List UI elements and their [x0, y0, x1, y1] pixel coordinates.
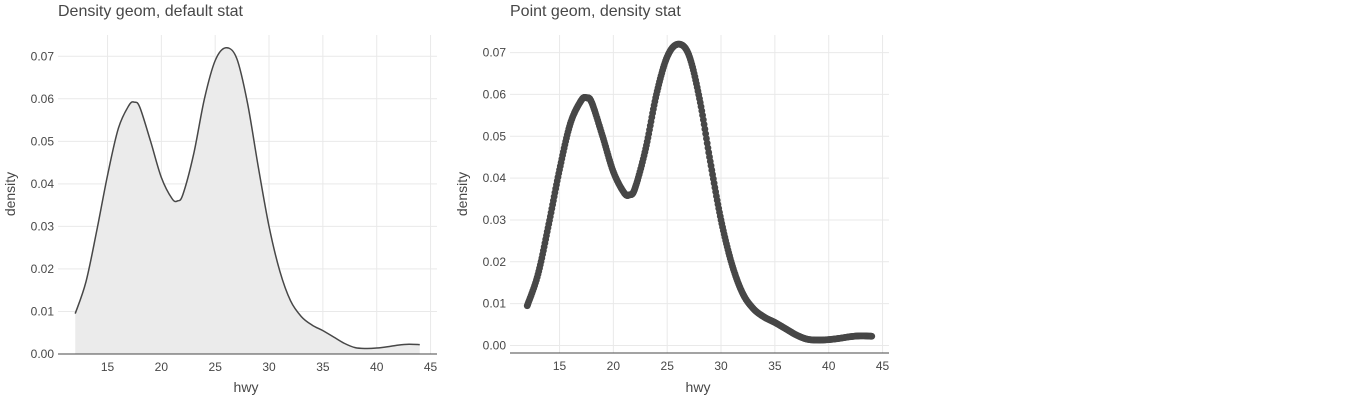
y-tick-label: 0.04 — [31, 177, 55, 191]
x-tick-label: 45 — [876, 359, 890, 373]
x-tick-label: 15 — [553, 359, 567, 373]
y-tick-label: 0.07 — [483, 46, 507, 60]
x-tick-label: 45 — [424, 360, 438, 374]
x-tick-label: 40 — [370, 360, 384, 374]
y-tick-label: 0.01 — [483, 297, 507, 311]
y-tick-label: 0.04 — [483, 171, 507, 185]
grid-lines — [510, 35, 889, 353]
y-tick-label: 0.01 — [31, 304, 55, 318]
x-tick-label: 20 — [607, 359, 621, 373]
x-tick-label: 25 — [209, 360, 223, 374]
y-tick-label: 0.03 — [483, 213, 507, 227]
y-tick-labels: 0.00 0.01 0.02 0.03 0.04 0.05 0.06 0.07 — [31, 49, 55, 361]
x-tick-labels: 15 20 25 30 35 40 45 — [553, 359, 890, 373]
density-point — [868, 332, 876, 340]
density-geom-plot: Density geom, default stat 0.00 0.01 0.02 0… — [0, 0, 450, 400]
density-points — [523, 40, 876, 344]
x-tick-label: 35 — [316, 360, 330, 374]
x-tick-label: 15 — [101, 360, 115, 374]
chart-title: Point geom, density stat — [510, 3, 681, 20]
x-tick-label: 25 — [661, 359, 675, 373]
y-tick-label: 0.05 — [483, 129, 507, 143]
y-tick-label: 0.07 — [31, 49, 55, 63]
x-tick-label: 30 — [714, 359, 728, 373]
density-geom-chart: Density geom, default stat 0.000.010.020… — [2, 3, 438, 395]
chart-title: Density geom, default stat — [58, 3, 244, 20]
y-tick-label: 0.02 — [483, 255, 507, 269]
y-axis-label: density — [2, 172, 18, 216]
y-tick-label: 0.05 — [31, 134, 55, 148]
x-axis-label: hwy — [234, 379, 259, 395]
x-tick-label: 35 — [768, 359, 782, 373]
y-tick-label: 0.00 — [31, 347, 55, 361]
point-geom-chart: Point geom, density stat 0.000.010.020.0… — [454, 3, 890, 395]
x-tick-label: 30 — [262, 360, 276, 374]
y-tick-label: 0.06 — [31, 92, 55, 106]
y-tick-label: 0.02 — [31, 262, 55, 276]
density-area — [75, 47, 420, 354]
x-tick-label: 40 — [822, 359, 836, 373]
x-tick-label: 20 — [155, 360, 169, 374]
density-line — [74, 46, 420, 350]
y-tick-label: 0.06 — [483, 87, 507, 101]
y-tick-labels: 0.00 0.01 0.02 0.03 0.04 0.05 0.06 0.07 — [483, 46, 507, 353]
y-tick-label: 0.00 — [483, 338, 507, 352]
y-tick-label: 0.03 — [31, 219, 55, 233]
point-geom-plot: Point geom, density stat 0.00 0.01 0.02 0.0… — [452, 0, 902, 400]
x-axis-label: hwy — [686, 379, 711, 395]
y-axis-label: density — [454, 172, 470, 216]
x-tick-labels: 15 20 25 30 35 40 45 — [101, 360, 438, 374]
